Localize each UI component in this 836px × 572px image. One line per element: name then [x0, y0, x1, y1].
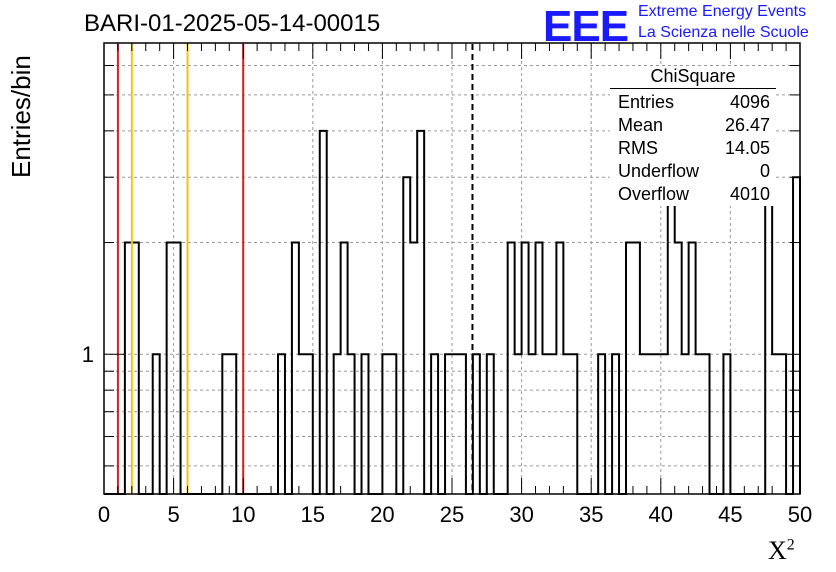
x-tick-label: 0	[98, 502, 110, 527]
x-axis-label-base: X	[768, 536, 787, 565]
x-tick-label: 30	[509, 502, 533, 527]
stats-row: Overflow 4010	[610, 183, 776, 206]
y-tick-label: 1	[82, 342, 94, 367]
stats-title: ChiSquare	[610, 66, 776, 89]
stats-row: Mean 26.47	[610, 114, 776, 137]
eee-logo: EEE	[543, 2, 629, 51]
x-tick-label: 25	[440, 502, 464, 527]
stats-value: 26.47	[724, 115, 770, 135]
x-tick-label: 20	[370, 502, 394, 527]
x-axis-label-sup: 2	[786, 536, 795, 554]
stats-row: RMS 14.05	[610, 137, 776, 160]
stats-value: 4096	[729, 92, 770, 112]
stats-label: Overflow	[618, 184, 690, 204]
x-axis-label: X2	[768, 536, 795, 566]
stats-label: Entries	[618, 92, 675, 112]
stats-label: RMS	[618, 138, 658, 158]
stats-box: ChiSquare Entries 4096 Mean 26.47 RMS 14.05…	[610, 66, 776, 206]
chart-title: BARI-01-2025-05-14-00015	[84, 10, 381, 37]
stats-row: Underflow 0	[610, 160, 776, 183]
stats-value: 0	[759, 161, 770, 181]
x-tick-label: 35	[579, 502, 603, 527]
logo-line-2: La Scienza nelle Scuole	[638, 24, 809, 41]
stats-label: Underflow	[618, 161, 700, 181]
x-tick-label: 5	[167, 502, 179, 527]
stats-value: 14.05	[724, 138, 770, 158]
x-tick-label: 40	[649, 502, 673, 527]
x-tick-label: 15	[301, 502, 325, 527]
stats-value: 4010	[729, 184, 770, 204]
x-tick-label: 10	[231, 502, 255, 527]
logo-line-1: Extreme Energy Events	[638, 3, 807, 20]
x-tick-label: 45	[718, 502, 742, 527]
stats-label: Mean	[618, 115, 664, 135]
x-tick-label: 50	[788, 502, 812, 527]
stats-row: Entries 4096	[610, 91, 776, 114]
y-axis-label: Entries/bin	[6, 55, 36, 178]
